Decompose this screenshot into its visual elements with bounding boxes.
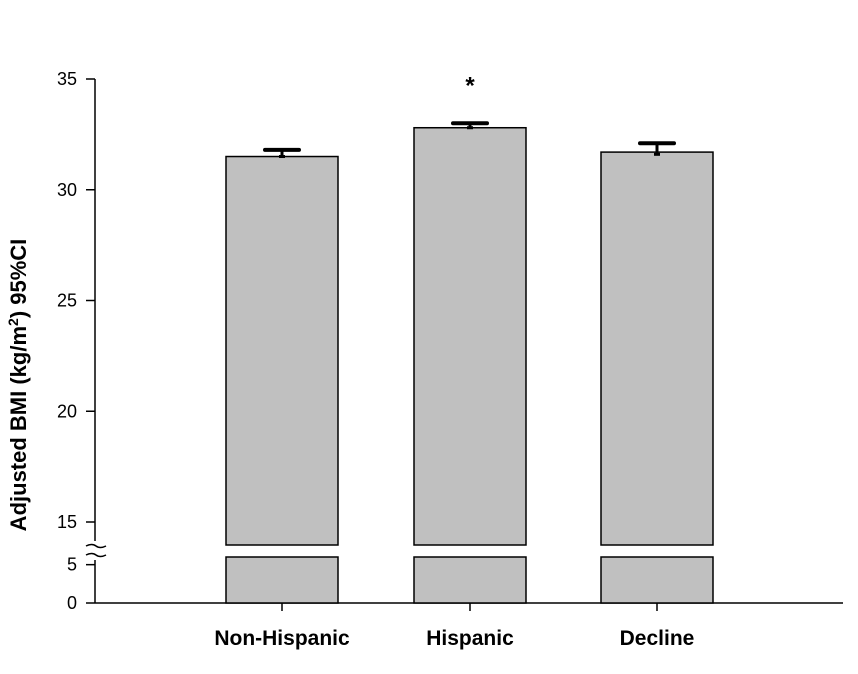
x-tick-label: Decline (620, 627, 695, 650)
y-tick-label: 25 (57, 291, 77, 311)
axis-break-mark-lower (85, 552, 107, 558)
y-tick-label: 15 (57, 512, 77, 532)
error-bars (263, 121, 676, 159)
y-tick-label: 35 (57, 69, 77, 89)
significance-marker: * (465, 72, 475, 99)
bar-upper (600, 151, 714, 546)
bar-upper (413, 126, 527, 546)
y-axis-label: Adjusted BMI (kg/m2) 95%CI (5, 239, 31, 532)
y-axis-label-end: ) 95%CI (6, 239, 31, 318)
axis-break-mark-upper (85, 543, 107, 549)
y-tick-label: 0 (67, 593, 77, 613)
bars (225, 126, 714, 604)
y-axis-label-main: Adjusted BMI (kg/m (6, 326, 31, 531)
y-axis-label-superscript: 2 (5, 318, 21, 326)
y-tick-label: 20 (57, 401, 77, 421)
x-tick-label: Hispanic (426, 627, 514, 650)
svg-text:Adjusted BMI (kg/m2) 95%CI: Adjusted BMI (kg/m2) 95%CI (5, 239, 31, 532)
bar-lower (225, 556, 339, 604)
labels: Non-Hispanic Hispanic * Decline (214, 72, 694, 650)
bar-upper (225, 155, 339, 546)
bar-lower (600, 556, 714, 604)
y-tick-label: 30 (57, 180, 77, 200)
x-tick-label: Non-Hispanic (214, 627, 350, 650)
bar-lower (413, 556, 527, 604)
y-tick-label: 5 (67, 555, 77, 575)
